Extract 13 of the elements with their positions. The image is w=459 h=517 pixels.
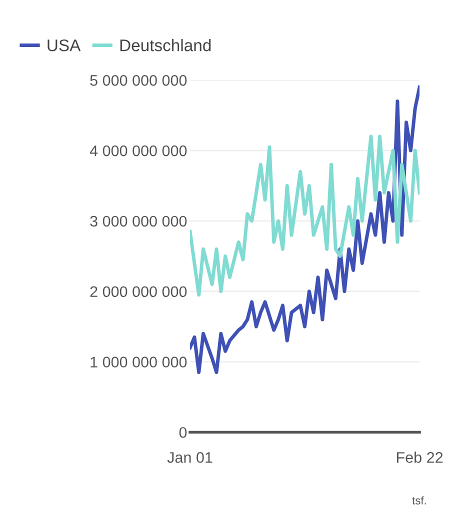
y-tick-label: 4 000 000 000: [90, 145, 187, 156]
y-tick-label: 3 000 000 000: [90, 216, 187, 227]
text: tsf.: [412, 496, 426, 504]
line-series: [190, 85, 420, 374]
legend-label: USA: [48, 39, 81, 52]
x-tick-label: Feb 22: [397, 452, 443, 463]
y-tick-label: 0: [179, 427, 187, 438]
y-tick-label: 2 000 000 000: [90, 286, 187, 298]
y-tick-label: 5 000 000 000: [90, 75, 187, 86]
line-series: [190, 134, 420, 297]
legend-label: Deutschland: [120, 39, 211, 52]
x-tick-label: Jan 01: [167, 452, 212, 463]
y-tick-label: 1 000 000 000: [90, 356, 187, 368]
